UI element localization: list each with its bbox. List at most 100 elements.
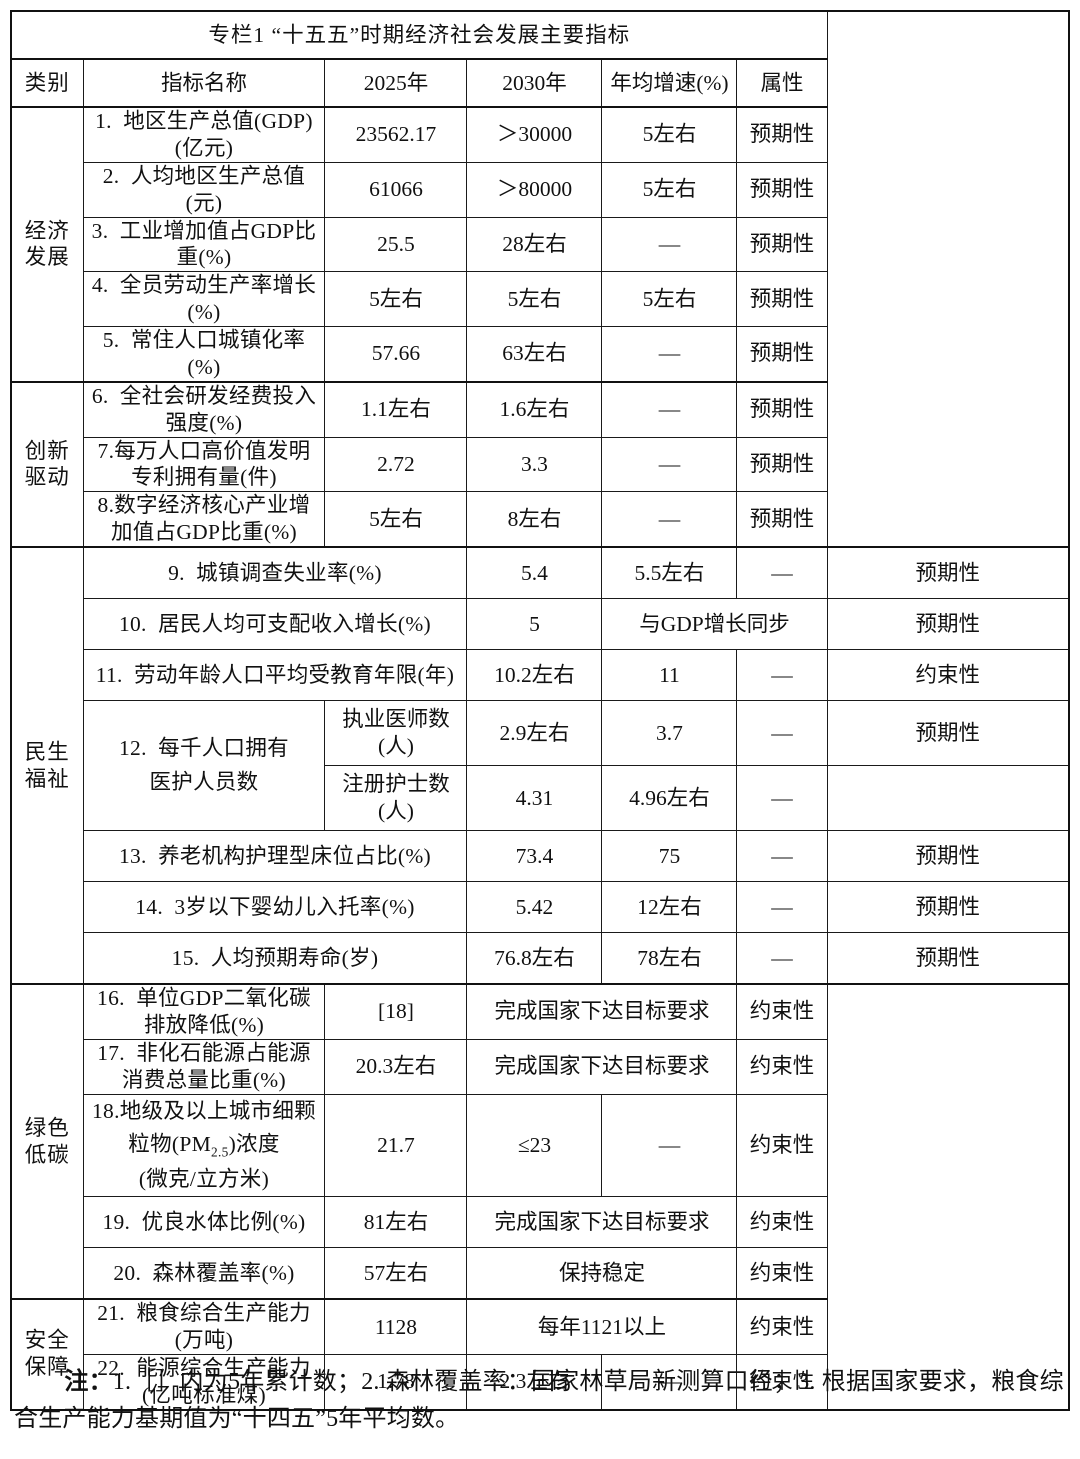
table-row: 2. 人均地区生产总值(元) 61066 ＞80000 5左右 预期性 <box>11 161 1069 218</box>
value-2025: 20.3左右 <box>324 1038 468 1095</box>
indicator-name: 14. 3岁以下婴幼儿入托率(%) <box>82 881 468 933</box>
value-attribute: 预期性 <box>736 436 828 493</box>
value-attribute: 约束性 <box>736 1038 828 1095</box>
indicator-name: 4. 全员劳动生产率增长(%) <box>82 271 326 327</box>
value-2025: 73.4 <box>466 830 603 882</box>
value-2030: 5.5左右 <box>601 546 738 599</box>
sub-indicator-label: 执业医师数(人) <box>324 700 468 766</box>
indicator-name: 2. 人均地区生产总值(元) <box>82 161 326 218</box>
table-row: 14. 3岁以下婴幼儿入托率(%) 5.42 12左右 — 预期性 <box>11 881 1070 933</box>
value-attribute: 预期性 <box>736 216 828 273</box>
indicator-name: 17. 非化石能源占能源消费总量比重(%) <box>82 1038 326 1095</box>
table-row: 民生 福祉 9. 城镇调查失业率(%) 5.4 5.5左右 — 预期性 <box>10 546 1070 985</box>
value-2025: 81左右 <box>324 1196 468 1249</box>
column-header-category: 类别 <box>10 58 84 108</box>
value-attribute: 约束性 <box>736 982 828 1040</box>
value-2025: 5.42 <box>466 881 603 933</box>
value-attribute: 约束性 <box>826 649 1070 701</box>
value-growth: 5左右 <box>601 161 738 218</box>
value-2030: 5左右 <box>466 271 603 327</box>
value-2030: 2.3左右 <box>466 1353 603 1411</box>
table-row: 11. 劳动年龄人口平均受教育年限(年) 10.2左右 11 — 约束性 <box>11 649 1070 701</box>
column-header-growth: 年均增速(%) <box>601 58 738 108</box>
value-growth: 5左右 <box>601 271 738 327</box>
sub-indicator-label: 注册护士数(人) <box>324 765 468 831</box>
value-attribute: 约束性 <box>736 1298 828 1355</box>
value-2030: ＞80000 <box>466 161 603 218</box>
value-2025: 5左右 <box>324 271 468 327</box>
value-2030: 28左右 <box>466 216 603 273</box>
category-economy: 经济 发展 <box>10 106 84 383</box>
indicator-name: 7.每万人口高价值发明专利拥有量(件) <box>82 436 326 493</box>
value-2030: 11 <box>601 649 738 701</box>
value-growth: — <box>736 765 828 831</box>
value-attribute: 预期性 <box>736 491 828 549</box>
value-2025: 2.72 <box>324 436 468 493</box>
value-2030: 75 <box>601 830 738 882</box>
value-2025: 5 <box>466 598 603 650</box>
value-2025: [18] <box>324 982 468 1040</box>
value-growth: — <box>736 881 828 933</box>
value-2025: 2.9左右 <box>466 700 603 766</box>
table-row: 13. 养老机构护理型床位占比(%) 73.4 75 — 预期性 <box>11 830 1070 882</box>
table-row: 18.地级及以上城市细颗粒物(PM2.5)浓度 (微克/立方米) 21.7 ≤2… <box>11 1093 1069 1198</box>
indicator-name: 5. 常住人口城镇化率(%) <box>82 325 326 383</box>
category-security: 安全 保障 <box>10 1298 84 1411</box>
value-attribute: 预期性 <box>826 932 1070 985</box>
value-attribute: 预期性 <box>736 105 828 163</box>
value-attribute: 预期性 <box>736 271 828 327</box>
table-row: 绿色 低碳 16. 单位GDP二氧化碳排放降低(%) [18] 完成国家下达目标… <box>10 982 1069 1300</box>
indicator-name: 20. 森林覆盖率(%) <box>82 1247 326 1301</box>
footnote-text: 1.［］内为5年累计数；2. 森林覆盖率：国家林草局新测算口径；3. 根据国家要… <box>14 1369 1064 1433</box>
value-attribute: 预期性 <box>826 881 1070 933</box>
table-row: 创新 驱动 6. 全社会研发经费投入强度(%) 1.1左右 1.6左右 — 预期… <box>10 380 1069 548</box>
value-2025: 23562.17 <box>324 105 468 163</box>
category-green: 绿色 低碳 <box>10 982 84 1300</box>
table-footnote: 注：1.［］内为5年累计数；2. 森林覆盖率：国家林草局新测算口径；3. 根据国… <box>14 1364 1066 1438</box>
value-2030: 1.6左右 <box>466 380 603 438</box>
value-attribute: 预期性 <box>736 325 828 383</box>
value-attribute: 约束性 <box>736 1353 828 1411</box>
value-attribute: 约束性 <box>736 1247 828 1301</box>
table-row: 7.每万人口高价值发明专利拥有量(件) 2.72 3.3 — 预期性 <box>11 436 1069 493</box>
column-header-2025: 2025年 <box>324 58 468 108</box>
value-2030: 每年1121以上 <box>466 1298 738 1355</box>
value-growth: — <box>601 380 738 438</box>
value-2025: 5左右 <box>324 491 468 549</box>
column-header-attribute: 属性 <box>736 58 828 108</box>
indicator-name: 9. 城镇调查失业率(%) <box>82 546 468 599</box>
table-row: 3. 工业增加值占GDP比重(%) 25.5 28左右 — 预期性 <box>11 216 1069 273</box>
table-row: 4. 全员劳动生产率增长(%) 5左右 5左右 5左右 预期性 <box>11 271 1069 327</box>
indicator-name: 19. 优良水体比例(%) <box>82 1196 326 1249</box>
indicator-name: 11. 劳动年龄人口平均受教育年限(年) <box>82 649 468 701</box>
indicator-name: 22. 能源综合生产能力(亿吨标准煤) <box>82 1353 326 1411</box>
value-2030: 保持稳定 <box>466 1247 738 1301</box>
value-growth: — <box>736 932 828 985</box>
value-2025: 76.8左右 <box>466 932 603 985</box>
indicator-name: 21. 粮食综合生产能力(万吨) <box>82 1298 326 1355</box>
value-attribute <box>826 765 1070 831</box>
value-attribute: 约束性 <box>736 1196 828 1249</box>
value-growth: — <box>736 649 828 701</box>
value-2025: 57.66 <box>324 325 468 383</box>
value-2025: 57左右 <box>324 1247 468 1301</box>
value-2025: 1.1左右 <box>324 380 468 438</box>
value-2030: 8左右 <box>466 491 603 549</box>
indicator-name: 6. 全社会研发经费投入强度(%) <box>82 380 326 438</box>
indicator-name: 10. 居民人均可支配收入增长(%) <box>82 598 468 650</box>
value-2030: 完成国家下达目标要求 <box>466 1196 738 1249</box>
value-2030: ≤23 <box>466 1093 603 1198</box>
value-2030: 12左右 <box>601 881 738 933</box>
value-2030: 78左右 <box>601 932 738 985</box>
table-title-row: 专栏1 “十五五”时期经济社会发展主要指标 <box>10 10 1069 60</box>
value-2025: 25.5 <box>324 216 468 273</box>
category-livelihood: 民生 福祉 <box>10 546 84 985</box>
value-growth: — <box>601 436 738 493</box>
value-attribute: 预期性 <box>736 161 828 218</box>
table-row: 15. 人均预期寿命(岁) 76.8左右 78左右 — 预期性 <box>11 932 1070 985</box>
value-2030: ＞30000 <box>466 105 603 163</box>
value-growth: — <box>736 700 828 766</box>
table-row: 5. 常住人口城镇化率(%) 57.66 63左右 — 预期性 <box>11 325 1069 383</box>
value-growth: — <box>601 1093 738 1198</box>
